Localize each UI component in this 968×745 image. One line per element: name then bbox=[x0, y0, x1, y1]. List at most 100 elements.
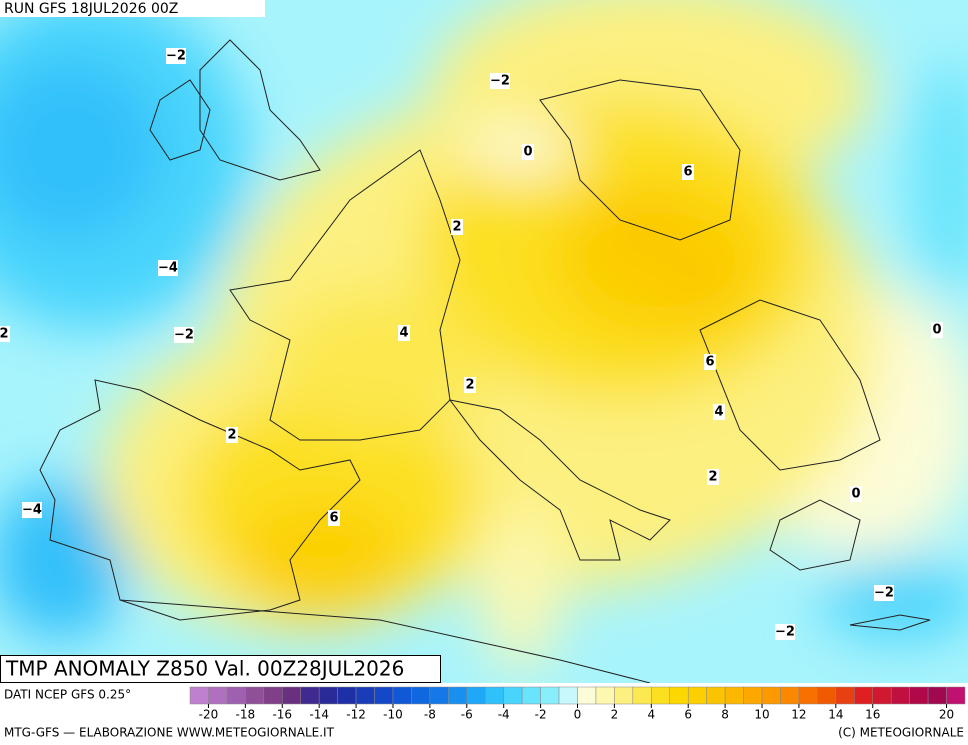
tick-label: 6 bbox=[684, 708, 692, 722]
color-swatch bbox=[595, 686, 615, 705]
color-swatch bbox=[337, 686, 357, 705]
tick-label: 4 bbox=[647, 708, 655, 722]
color-swatch bbox=[466, 686, 486, 705]
contour-label: 0 bbox=[851, 487, 860, 502]
color-swatch bbox=[780, 686, 800, 705]
contour-label-bg bbox=[707, 469, 719, 485]
color-swatch bbox=[282, 686, 301, 705]
contour-label: 6 bbox=[705, 355, 714, 370]
contour-label-bg bbox=[226, 427, 238, 443]
tick-label: -10 bbox=[383, 708, 403, 722]
contour-label: 2 bbox=[465, 378, 474, 393]
contour-label: −4 bbox=[22, 503, 42, 518]
color-swatch bbox=[872, 686, 892, 705]
tick-label: 0 bbox=[574, 708, 582, 722]
color-swatch bbox=[392, 686, 412, 705]
color-swatch bbox=[245, 686, 265, 705]
tick-label: -18 bbox=[236, 708, 256, 722]
contour-label-bg bbox=[682, 164, 694, 180]
contour-label-bg bbox=[704, 354, 716, 370]
color-swatch bbox=[558, 686, 578, 705]
credit-right: (C) METEOGIORNALE bbox=[838, 726, 964, 740]
color-swatch bbox=[724, 686, 744, 705]
color-swatch bbox=[189, 686, 209, 705]
color-swatch bbox=[835, 686, 855, 705]
tick-label: 8 bbox=[721, 708, 729, 722]
color-swatch bbox=[503, 686, 523, 705]
map: −2 −2 0 6 2 −4 −2 2 4 0 6 2 4 2 2 0 −4 6 −2 −2 bbox=[0, 0, 968, 683]
tick-label: 10 bbox=[754, 708, 769, 722]
color-swatch bbox=[521, 686, 541, 705]
contour-label-bg bbox=[22, 502, 42, 518]
color-swatch bbox=[890, 686, 910, 705]
title-box bbox=[0, 655, 441, 683]
contour-label-bg bbox=[451, 219, 463, 235]
color-swatch bbox=[651, 686, 671, 705]
color-swatch bbox=[448, 686, 468, 705]
color-swatch bbox=[798, 686, 818, 705]
contour-label-bg bbox=[328, 510, 340, 526]
color-swatch bbox=[743, 686, 763, 705]
color-swatch bbox=[429, 686, 449, 705]
contour-label-bg bbox=[931, 322, 943, 338]
credit-left: MTG-GFS — ELABORAZIONE WWW.METEOGIORNALE… bbox=[4, 726, 335, 740]
contour-label-bg bbox=[522, 144, 534, 160]
color-swatch bbox=[540, 686, 560, 705]
color-swatch bbox=[706, 686, 726, 705]
contour-label: −2 bbox=[166, 49, 186, 64]
contour-label: 2 bbox=[708, 470, 717, 485]
color-swatch bbox=[614, 686, 634, 705]
contour-label-bg bbox=[464, 377, 476, 393]
color-swatch bbox=[355, 686, 375, 705]
tick-label: 20 bbox=[939, 708, 954, 722]
contour-label-bg bbox=[775, 624, 795, 640]
color-swatch bbox=[318, 686, 338, 705]
contour-label: −2 bbox=[775, 625, 795, 640]
contour-label: 2 bbox=[452, 220, 461, 235]
color-swatch bbox=[577, 686, 597, 705]
tick-label: 2 bbox=[611, 708, 619, 722]
contour-label: −4 bbox=[158, 261, 178, 276]
color-swatch bbox=[300, 686, 320, 705]
contour-label: 4 bbox=[399, 326, 408, 341]
contour-label-bg bbox=[166, 48, 186, 64]
tick-label: 12 bbox=[791, 708, 806, 722]
color-swatch bbox=[761, 686, 781, 705]
tick-label: 16 bbox=[865, 708, 880, 722]
contour-label-bg bbox=[174, 327, 194, 343]
contour-label-bg bbox=[158, 260, 178, 276]
contour-label: −2 bbox=[490, 74, 510, 89]
contour-label-bg bbox=[850, 486, 862, 502]
color-swatch bbox=[669, 686, 689, 705]
color-swatch bbox=[946, 686, 966, 705]
color-swatch bbox=[632, 686, 652, 705]
tick-label: -2 bbox=[535, 708, 547, 722]
tick-label: -14 bbox=[309, 708, 329, 722]
color-swatch bbox=[817, 686, 837, 705]
contour-label: 4 bbox=[714, 405, 723, 420]
run-label: RUN GFS 18JUL2026 00Z bbox=[4, 1, 178, 17]
contour-label-bg bbox=[398, 325, 410, 341]
color-swatch bbox=[484, 686, 504, 705]
tick-label: -12 bbox=[346, 708, 366, 722]
contour-label: −2 bbox=[874, 586, 894, 601]
contour-label-bg bbox=[713, 404, 725, 420]
contour-label-bg bbox=[0, 326, 10, 342]
tick-label: 14 bbox=[828, 708, 843, 722]
color-swatch bbox=[687, 686, 707, 705]
color-swatch bbox=[226, 686, 246, 705]
contour-label-bg bbox=[874, 585, 894, 601]
tick-label: -16 bbox=[272, 708, 292, 722]
coastlines bbox=[39, 39, 931, 683]
color-swatch bbox=[927, 686, 947, 705]
contour-label: 2 bbox=[0, 327, 9, 342]
color-swatch bbox=[374, 686, 394, 705]
contour-label: 6 bbox=[329, 511, 338, 526]
color-swatch bbox=[854, 686, 873, 705]
contour-label: 0 bbox=[523, 145, 532, 160]
contour-label: 0 bbox=[932, 323, 941, 338]
data-source: DATI NCEP GFS 0.25° bbox=[4, 688, 131, 702]
map-title: TMP ANOMALY Z850 Val. 00Z28JUL2026 bbox=[5, 657, 404, 681]
color-swatch bbox=[411, 686, 431, 705]
